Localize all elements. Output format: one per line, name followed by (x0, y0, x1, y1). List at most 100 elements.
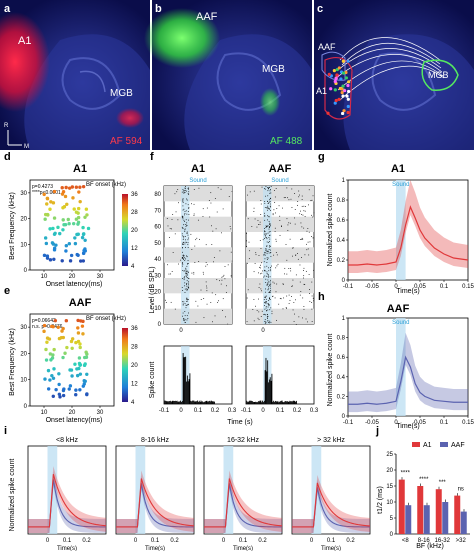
spike (275, 240, 277, 242)
spike (264, 266, 266, 268)
spike (215, 294, 217, 296)
spike (246, 240, 247, 242)
scatter-point (83, 249, 88, 253)
y-tick-label: 70 (154, 208, 161, 214)
colorbar (122, 328, 128, 402)
spike (268, 300, 270, 301)
histogram-bar (251, 400, 252, 404)
spike (182, 265, 183, 267)
histogram-bar (271, 373, 273, 404)
scatter-point (76, 339, 81, 344)
spike (200, 298, 202, 300)
x-tick-label: 0.1 (194, 408, 203, 414)
spike (268, 222, 270, 224)
spike (191, 272, 193, 274)
spike (312, 237, 314, 239)
spike (266, 275, 267, 277)
spike (187, 299, 189, 300)
spike (256, 226, 258, 228)
spike (205, 262, 207, 263)
spike (269, 287, 271, 289)
spike (299, 194, 300, 196)
region-label-aaf: AAF (318, 42, 336, 52)
colorbar-tick-label: 28 (131, 345, 138, 351)
histogram-bar (171, 401, 173, 404)
spike (183, 277, 185, 279)
x-axis-label: Time(s) (233, 546, 253, 551)
spike (194, 262, 196, 263)
spike (269, 200, 271, 202)
spike (258, 287, 260, 288)
spike (184, 214, 185, 216)
spike (269, 199, 270, 201)
svg-text:n.s. p=0.3476: n.s. p=0.3476 (32, 324, 63, 330)
spike (284, 273, 285, 275)
spike (276, 319, 277, 321)
x-tick-label: 30 (97, 274, 104, 280)
spike (282, 207, 283, 209)
spike (186, 265, 188, 267)
x-tick-label: 0.05 (414, 420, 426, 426)
spike (264, 202, 266, 204)
spike (285, 244, 287, 245)
neuron-dot (333, 79, 337, 84)
sound-label: Sound (392, 182, 409, 188)
neuron-dot (343, 88, 347, 93)
svg-text:p=0.4273: p=0.4273 (32, 184, 53, 190)
scatter-point (52, 216, 57, 220)
spike (230, 228, 232, 230)
spike (308, 231, 310, 233)
histogram-bar (174, 400, 176, 404)
x-tick-label: 0 (179, 328, 183, 334)
spike (263, 233, 265, 235)
spike (182, 200, 184, 202)
scatter-point (67, 221, 71, 226)
spike (270, 186, 272, 187)
spike (183, 255, 185, 257)
scatter-point (67, 242, 72, 246)
spike (259, 266, 261, 268)
mean-line (292, 482, 371, 528)
scatter-point (45, 336, 50, 340)
spike (187, 318, 189, 319)
spike (185, 242, 187, 243)
spike (304, 254, 306, 256)
spike (210, 202, 212, 204)
legend-swatch-a1 (412, 442, 420, 447)
histogram-bar (260, 400, 262, 404)
spike (265, 322, 267, 324)
spike (181, 258, 183, 259)
spike (182, 244, 184, 245)
spike (260, 316, 262, 317)
spike (300, 291, 302, 292)
spike (186, 270, 188, 272)
spike (205, 265, 207, 267)
spike (300, 222, 302, 224)
scatter-point (81, 184, 86, 189)
spike (301, 214, 303, 215)
y-axis-label: Best Frequency (kHz) (9, 328, 16, 396)
scatter-point (83, 215, 87, 220)
spike (265, 236, 266, 238)
panel-letter: a (4, 3, 11, 15)
spike (247, 194, 248, 196)
spike (268, 187, 270, 188)
scatter-point (81, 259, 86, 263)
scatter-point (61, 206, 65, 210)
x-tick-label: >32 (456, 538, 467, 544)
scatter-point (57, 372, 61, 376)
spike (225, 316, 226, 318)
histogram-bar (168, 401, 170, 404)
scatter-point (64, 244, 69, 248)
scatter-point (48, 207, 52, 211)
scatter-point (56, 325, 60, 329)
neuron-dot (340, 91, 344, 95)
spike (188, 237, 189, 239)
spike (178, 202, 179, 204)
histogram-bar (246, 401, 248, 404)
y-tick-label: 80 (154, 192, 161, 198)
spike (182, 270, 184, 272)
scatter-point (63, 351, 67, 355)
spike (266, 265, 268, 267)
spike (203, 273, 204, 275)
